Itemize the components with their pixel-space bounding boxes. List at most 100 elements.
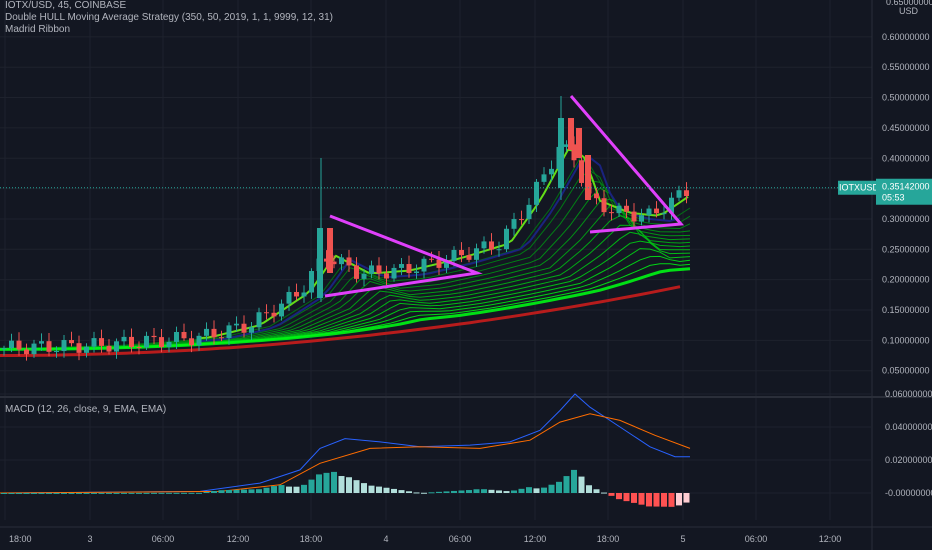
price-tick-label: 0.15000000 [882, 305, 930, 315]
candle-body [174, 331, 179, 342]
macd-histogram-bar [548, 484, 555, 493]
macd-histogram-bar [106, 492, 112, 494]
candle-body [601, 198, 607, 213]
macd-histogram-bar [211, 491, 217, 493]
candle-body [616, 205, 622, 214]
macd-histogram-bar [391, 488, 397, 493]
macd-histogram-bar [638, 493, 645, 505]
macd-histogram-bar [526, 487, 532, 493]
macd-histogram-bar [563, 476, 570, 493]
time-tick-label: 06:00 [152, 534, 175, 544]
macd-histogram-bar [383, 487, 390, 493]
price-tick-label: 0.20000000 [882, 275, 930, 285]
candle-body [459, 249, 464, 256]
macd-histogram-bar [308, 479, 315, 493]
macd-histogram-bar [128, 492, 135, 494]
macd-histogram-bar [601, 492, 607, 494]
symbol-badge [838, 180, 880, 195]
price-tick-label: 0.05000000 [882, 366, 930, 376]
candle-body [406, 264, 412, 274]
candle-body [166, 341, 172, 347]
price-tick-label: 0.60000000 [882, 32, 930, 42]
candle-body [391, 267, 397, 279]
candle-body [669, 197, 674, 214]
candle-body [576, 128, 582, 158]
macd-histogram-bar [233, 489, 240, 493]
macd-histogram-bar [413, 492, 420, 494]
price-tick-label: 0.10000000 [882, 335, 930, 345]
macd-histogram-bar [158, 492, 165, 494]
indicator-ribbon-label[interactable]: Madrid Ribbon [5, 24, 71, 35]
time-tick-label: 12:00 [227, 534, 250, 544]
candle-body [519, 219, 524, 221]
macd-histogram-bar [166, 492, 172, 494]
candle-body [76, 343, 82, 353]
macd-histogram-bar [31, 492, 37, 494]
candle-body [249, 327, 254, 333]
macd-title[interactable]: MACD (12, 26, close, 9, EMA, EMA) [5, 404, 167, 415]
candle-body [331, 261, 337, 265]
macd-histogram-bar [533, 488, 540, 493]
candle-body [129, 336, 134, 347]
macd-histogram-bar [623, 493, 630, 502]
macd-histogram-bar [406, 491, 412, 493]
signal-line [0, 413, 691, 494]
candle-body [279, 303, 284, 317]
symbol-title[interactable]: IOTX/USD, 45, COINBASE [5, 0, 127, 11]
candle-body [294, 291, 299, 297]
macd-histogram-bar [23, 492, 30, 494]
indicator-hull-label[interactable]: Double HULL Moving Average Strategy (350… [5, 12, 333, 23]
candle-body [504, 228, 509, 250]
time-tick-label: 18:00 [597, 534, 620, 544]
macd-histogram-bar [496, 490, 502, 493]
time-tick-label: 12:00 [819, 534, 842, 544]
macd-histogram-bar [646, 493, 652, 507]
time-tick-label: 5 [680, 534, 685, 544]
macd-histogram-bar [443, 491, 450, 493]
macd-histogram-bar [451, 490, 457, 493]
candle-body [241, 323, 247, 333]
candle-body [159, 337, 164, 347]
candle-body [121, 336, 127, 342]
candle-body [564, 144, 569, 147]
macd-histogram-bar [143, 492, 150, 494]
candle-body [114, 341, 119, 352]
candle-body [534, 181, 539, 205]
macd-histogram-bar [541, 487, 547, 493]
candle-body [106, 345, 112, 352]
candle-body [256, 312, 262, 328]
candle-body [414, 271, 419, 274]
macd-histogram-bar [241, 489, 247, 493]
macd-tick-label: -0.00000000 [885, 488, 932, 498]
macd-histogram-bar [68, 492, 75, 494]
candle-body [639, 215, 644, 222]
macd-histogram-bar [653, 493, 660, 507]
macd-histogram-bar [248, 489, 255, 493]
macd-histogram-bar [368, 485, 375, 493]
candle-body [286, 291, 292, 304]
macd-histogram-bar [661, 493, 667, 507]
candle-body [474, 248, 479, 260]
candle-body [24, 349, 29, 355]
candle-body [376, 265, 382, 274]
candle-body [585, 155, 591, 200]
candle-body [46, 341, 52, 352]
macd-histogram-bar [16, 492, 22, 494]
candle-body [489, 241, 494, 250]
macd-histogram-bar [188, 492, 195, 494]
candle-body [91, 338, 97, 347]
macd-histogram-bar [608, 493, 615, 496]
macd-histogram-bar [98, 492, 105, 494]
candle-body [436, 259, 442, 268]
candle-body [631, 211, 637, 222]
macd-histogram-bar [203, 492, 210, 494]
price-tick-label-top: 0.65000000 [886, 0, 932, 7]
candle-body [568, 118, 574, 150]
macd-tick-label: 0.06000000 [885, 389, 932, 399]
price-badge-text: 0.35142000 [882, 182, 930, 192]
macd-histogram-bar [151, 492, 157, 494]
macd-histogram-bar [286, 486, 292, 493]
macd-histogram-bar [61, 492, 67, 494]
candle-body [317, 228, 323, 298]
